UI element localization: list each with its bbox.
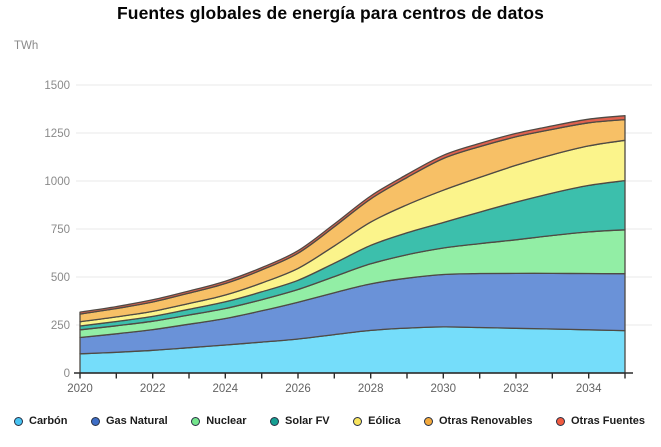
x-tick-label-2026: 2026 — [285, 383, 311, 395]
y-axis-unit-label: TWh — [14, 40, 39, 52]
legend-item-carbon[interactable]: Carbón — [14, 415, 68, 427]
y-tick-label-1000: 1000 — [44, 176, 70, 188]
legend-label-gas-natural: Gas Natural — [105, 415, 168, 427]
x-tick-label-2032: 2032 — [503, 383, 529, 395]
x-tick-label-2028: 2028 — [358, 383, 384, 395]
gas-natural-swatch-icon — [90, 416, 100, 426]
band-otras-fuentes — [79, 115, 626, 315]
legend-label-nuclear: Nuclear — [206, 415, 247, 427]
legend-item-nuclear[interactable]: Nuclear — [191, 415, 247, 427]
legend-label-otras-fuentes: Otras Fuentes — [571, 415, 645, 427]
legend-item-otras-renovables[interactable]: Otras Renovables — [423, 415, 533, 427]
x-tick-label-2030: 2030 — [431, 383, 457, 395]
x-axis: 2020 2022 2024 2026 2028 2030 2032 2034 — [67, 372, 633, 395]
y-tick-label-250: 250 — [51, 320, 70, 332]
y-tick-label-0: 0 — [64, 368, 70, 380]
chart-title: Fuentes globales de energía para centros… — [117, 3, 544, 23]
legend-item-eolica[interactable]: Eólica — [353, 415, 401, 427]
x-tick-label-2020: 2020 — [67, 383, 93, 395]
legend-label-carbon: Carbón — [29, 415, 68, 427]
legend-item-gas-natural[interactable]: Gas Natural — [90, 415, 168, 427]
y-tick-label-500: 500 — [51, 272, 70, 284]
series-bands — [79, 115, 626, 374]
legend-item-solar-fv[interactable]: Solar FV — [270, 415, 330, 427]
eolica-swatch-icon — [353, 416, 363, 426]
y-tick-label-1500: 1500 — [44, 80, 70, 92]
x-tick-label-2022: 2022 — [140, 383, 166, 395]
y-tick-label-750: 750 — [51, 224, 70, 236]
legend-item-otras-fuentes[interactable]: Otras Fuentes — [556, 415, 645, 427]
otras-renovables-swatch-icon — [423, 416, 433, 426]
legend-label-solar-fv: Solar FV — [285, 415, 330, 427]
otras-fuentes-swatch-icon — [556, 416, 565, 426]
carbon-swatch-icon — [14, 416, 23, 426]
y-axis: 0 250 500 750 1000 1250 1500 — [44, 80, 70, 380]
y-tick-label-1250: 1250 — [44, 128, 70, 140]
stacked-area-chart: 2020 2022 2024 2026 2028 2030 2032 2034 0 250 500 7… — [44, 80, 652, 395]
legend-label-otras-renovables: Otras Renovables — [438, 415, 533, 427]
nuclear-swatch-icon — [191, 416, 201, 426]
x-tick-label-2034: 2034 — [576, 383, 602, 395]
legend: Carbón Gas Natural Nuclear Solar FV Eóli… — [0, 415, 661, 427]
legend-label-eolica: Eólica — [368, 415, 401, 427]
solar-fv-swatch-icon — [270, 416, 280, 426]
x-tick-label-2024: 2024 — [213, 383, 239, 395]
